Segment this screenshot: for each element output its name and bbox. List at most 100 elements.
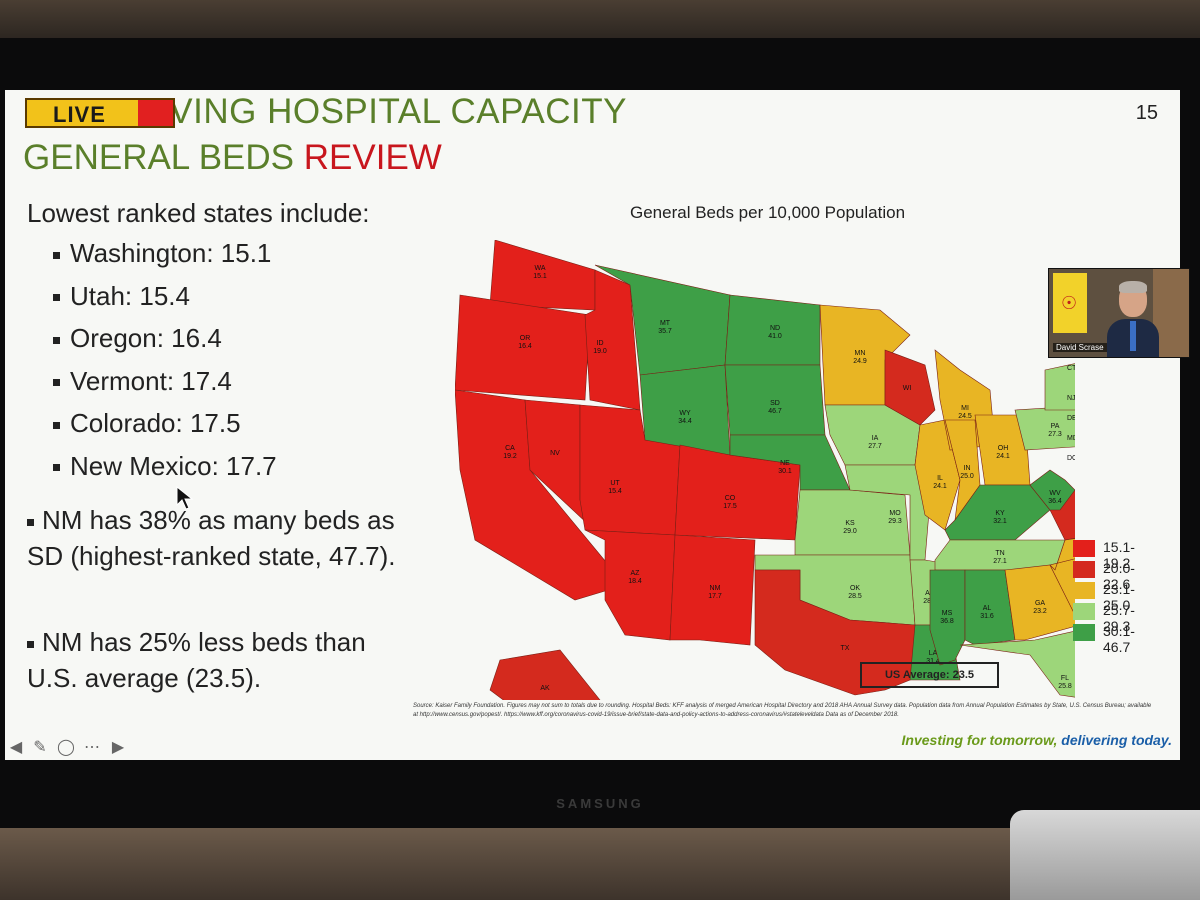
previous-arrow-icon[interactable]: ◀: [9, 739, 23, 756]
bullet-icon: [53, 379, 60, 387]
list-item-text: Washington: 15.1: [70, 238, 272, 268]
live-badge: LIVE: [25, 98, 175, 128]
state-value-label: 23.2: [1033, 608, 1047, 615]
state-abbr-label: AK: [540, 685, 550, 692]
state-value-label: 27.3: [1048, 431, 1062, 438]
state-abbr-label: PA: [1051, 423, 1060, 430]
state-value-label: 25.0: [960, 473, 974, 480]
slides-grid-icon[interactable]: ◯: [57, 739, 75, 756]
list-item: New Mexico: 17.7: [53, 451, 277, 494]
tagline-blue: delivering today.: [1061, 732, 1172, 748]
callout-label: DE 20.4: [1067, 415, 1075, 422]
state-abbr-label: NE: [780, 460, 790, 467]
state-shape: [1044, 363, 1075, 411]
bullet-icon: [53, 251, 60, 259]
room-floor: [0, 828, 1200, 900]
state-value-label: 36.4: [1048, 498, 1062, 505]
next-arrow-icon[interactable]: ▶: [111, 739, 125, 756]
bullet-icon: [53, 294, 60, 302]
mouse-pointer-icon: [176, 485, 194, 510]
state-value-label: 41.0: [768, 333, 782, 340]
state-abbr-label: ID: [597, 340, 604, 347]
state-abbr-label: WV: [1049, 490, 1061, 497]
state-abbr-label: IL: [937, 475, 943, 482]
live-badge-label: LIVE: [53, 102, 106, 127]
state-value-label: 36.8: [940, 618, 954, 625]
us-average-box: US Average: 23.5: [860, 662, 999, 688]
note-us-average: NM has 25% less beds than U.S. average (…: [27, 624, 407, 696]
note-text: NM has 25% less beds than U.S. average (…: [27, 627, 366, 693]
state-abbr-label: OR: [520, 335, 531, 342]
state-abbr-label: MN: [855, 350, 866, 357]
state-value-label: 24.1: [996, 453, 1010, 460]
state-abbr-label: AL: [983, 605, 992, 612]
subtitle-green: GENERAL BEDS: [23, 138, 295, 177]
pen-icon[interactable]: ✎: [33, 739, 47, 756]
list-item-text: New Mexico: 17.7: [70, 450, 277, 481]
list-item-text: Colorado: 17.5: [70, 408, 241, 438]
lowest-states-list: Washington: 15.1 Utah: 15.4 Oregon: 16.4…: [53, 238, 277, 493]
list-item-text: Vermont: 17.4: [70, 365, 232, 396]
bullet-icon: [53, 336, 60, 344]
state-shape: [1014, 405, 1075, 451]
state-abbr-label: UT: [610, 480, 620, 487]
state-abbr-label: KS: [845, 520, 855, 527]
video-call-thumbnail[interactable]: ☉ David Scrase: [1048, 268, 1190, 358]
state-shape: [674, 444, 801, 541]
state-value-label: 35.7: [658, 328, 672, 335]
callout-label: DC 32.3: [1067, 455, 1075, 462]
state-value-label: 30.1: [778, 468, 792, 475]
state-abbr-label: OH: [998, 445, 1009, 452]
state-value-label: 29.3: [888, 518, 902, 525]
tagline: Investing for tomorrow, delivering today…: [902, 732, 1172, 748]
list-item: Vermont: 17.4: [53, 366, 277, 409]
presenter-avatar: [1107, 277, 1159, 357]
state-abbr-label: NM: [710, 585, 721, 592]
tv-brand-logo: SAMSUNG: [556, 796, 644, 811]
callout: DC 32.3: [1067, 455, 1075, 462]
bullet-icon: [53, 421, 60, 429]
callout: CT 23.4: [1067, 365, 1075, 372]
state-value-label: 24.9: [853, 358, 867, 365]
state-value-label: 28.5: [848, 593, 862, 600]
state-abbr-label: MS: [942, 610, 953, 617]
state-abbr-label: GA: [1035, 600, 1045, 607]
state-value-label: 15.4: [608, 488, 622, 495]
more-options-icon[interactable]: ⋯: [84, 739, 100, 756]
bullet-icon: [53, 464, 60, 472]
state-value-label: 29.0: [843, 528, 857, 535]
callout: NJ 21.5: [1067, 395, 1075, 402]
state-shape: [455, 294, 591, 401]
state-abbr-label: OK: [850, 585, 860, 592]
list-item: Washington: 15.1: [53, 238, 277, 281]
bookshelf: [1153, 269, 1189, 357]
state-value-label: 34.4: [678, 418, 692, 425]
state-value-label: 27.7: [868, 443, 882, 450]
state-value-label: 18.4: [628, 578, 642, 585]
page-number: 15: [1135, 102, 1158, 124]
state-shape: [959, 630, 1075, 698]
legend-label: 30.1- 46.7: [1103, 623, 1135, 655]
state-value-label: 19.2: [503, 453, 517, 460]
legend-label: 25.7- 29.3: [1103, 602, 1135, 634]
callout-label: MD 18.1: [1067, 435, 1075, 442]
legend-swatch: [1073, 540, 1095, 557]
state-abbr-label: CO: [725, 495, 736, 502]
callout: DE 20.4: [1067, 415, 1075, 422]
state-shape: [1004, 564, 1075, 641]
state-ny: NY28.5: [1044, 363, 1075, 411]
legend-label: 23.1- 25.0: [1103, 581, 1135, 613]
presenter-name: David Scrase: [1053, 343, 1107, 352]
state-shape: [884, 349, 936, 426]
legend-label: 20.0-22.6: [1103, 560, 1135, 592]
source-citation: Source: Kaiser Family Foundation. Figure…: [413, 703, 1152, 718]
state-abbr-label: IA: [872, 435, 879, 442]
